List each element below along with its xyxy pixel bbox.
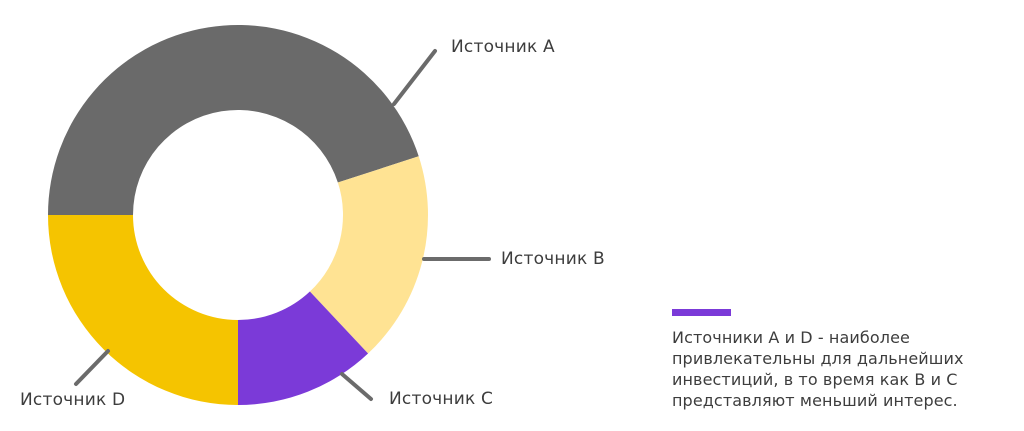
- leader-line-source-d: [74, 349, 110, 386]
- annotation-line: привлекательны для дальнейших: [672, 349, 964, 368]
- annotation-line: представляют меньший интерес.: [672, 391, 958, 410]
- leader-line-source-a: [392, 49, 437, 106]
- leader-line-source-c: [340, 372, 373, 401]
- annotation-accent-bar: [672, 309, 731, 316]
- annotation-line: инвестиций, в то время как B и C: [672, 370, 958, 389]
- callout-label-source-d: Источник D: [20, 390, 126, 410]
- annotation-line: Источники A и D - наиболее: [672, 328, 910, 347]
- donut-segment-d: [48, 215, 238, 405]
- donut-segment-a: [48, 25, 419, 215]
- callout-label-source-c: Источник C: [389, 389, 494, 409]
- donut-segments: [48, 25, 428, 405]
- donut-segment-b: [309, 156, 428, 354]
- annotation-text: Источники A и D - наиболее привлекательн…: [672, 327, 1002, 411]
- annotation: Источники A и D - наиболее привлекательн…: [672, 309, 1002, 411]
- donut-segment-c: [238, 291, 369, 405]
- callout-label-source-a: Источник A: [451, 37, 555, 57]
- callout-label-source-b: Источник B: [501, 249, 605, 269]
